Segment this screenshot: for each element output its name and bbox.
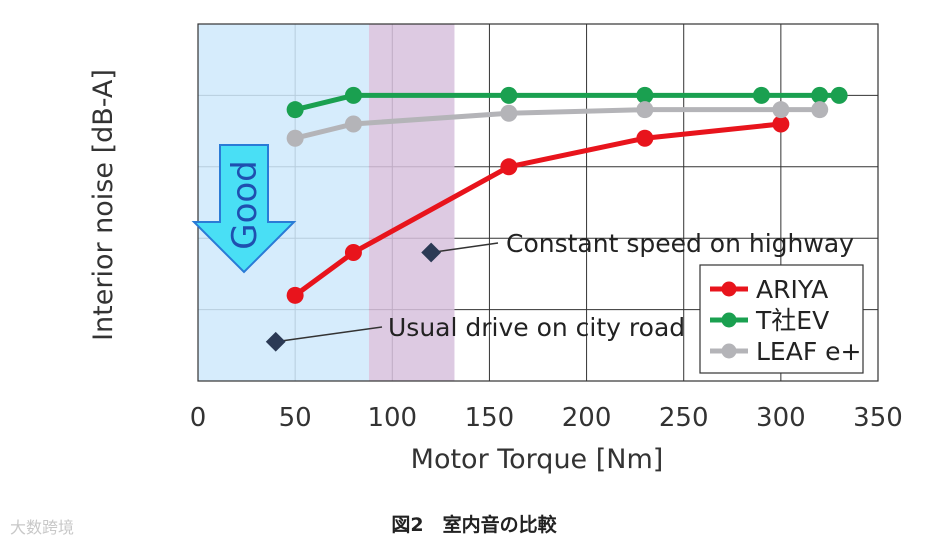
city-road-annotation-leader <box>275 326 383 343</box>
data-point <box>636 129 654 147</box>
legend-entry: T社EV <box>755 306 829 335</box>
x-tick-label: 350 <box>853 403 903 433</box>
plot-border <box>197 23 879 382</box>
chart-axes: Motor Torque [Nm] Interior noise [dB-A] … <box>88 69 903 475</box>
x-tick-label: 150 <box>465 403 515 433</box>
x-axis-label: Motor Torque [Nm] <box>411 444 664 475</box>
chart-regions <box>198 24 455 381</box>
data-point <box>500 86 518 104</box>
data-point <box>344 86 362 104</box>
highway-annotation-marker <box>421 242 442 263</box>
data-point <box>344 243 362 261</box>
data-point <box>811 101 829 119</box>
x-tick-label: 300 <box>756 403 806 433</box>
y-axis-label: Interior noise [dB-A] <box>88 69 119 341</box>
good-arrow: Good <box>191 144 297 274</box>
data-point <box>811 86 829 104</box>
data-point <box>636 101 654 119</box>
x-tick-label: 100 <box>367 403 417 433</box>
legend-entry: LEAF e+ <box>756 337 861 366</box>
figure-caption: 図2 室内音の比較 <box>391 514 557 536</box>
watermark: 大数跨境 <box>10 518 75 537</box>
data-point <box>500 158 518 176</box>
noise-chart: Good Constant speed on highway Usual driv… <box>88 23 903 475</box>
chart-series <box>286 86 848 304</box>
chart-annotations: Constant speed on highway Usual drive on … <box>265 229 854 352</box>
city-road-annotation-marker <box>265 331 286 352</box>
legend-swatch-dot <box>721 312 737 328</box>
data-point <box>286 286 304 304</box>
data-point <box>286 101 304 119</box>
good-arrow-shape <box>191 144 297 274</box>
x-tick-label: 50 <box>279 403 312 433</box>
data-point <box>752 86 770 104</box>
legend-swatch-dot <box>721 281 737 297</box>
highway-annotation-leader <box>431 242 499 254</box>
plot-frame <box>197 23 879 382</box>
data-point <box>772 101 790 119</box>
x-tick-label: 200 <box>562 403 612 433</box>
data-point <box>772 115 790 133</box>
good-arrow-label: Good <box>225 160 265 250</box>
data-point <box>636 86 654 104</box>
data-point <box>500 104 518 122</box>
legend-swatch-dot <box>721 343 737 359</box>
data-point <box>344 115 362 133</box>
city-road-annotation-text: Usual drive on city road <box>388 313 685 342</box>
x-tick-label: 250 <box>659 403 709 433</box>
highway-annotation-text: Constant speed on highway <box>506 229 854 258</box>
data-point <box>286 129 304 147</box>
data-point <box>830 86 848 104</box>
legend-entry: ARIYA <box>756 275 828 304</box>
x-tick-label: 0 <box>190 403 207 433</box>
